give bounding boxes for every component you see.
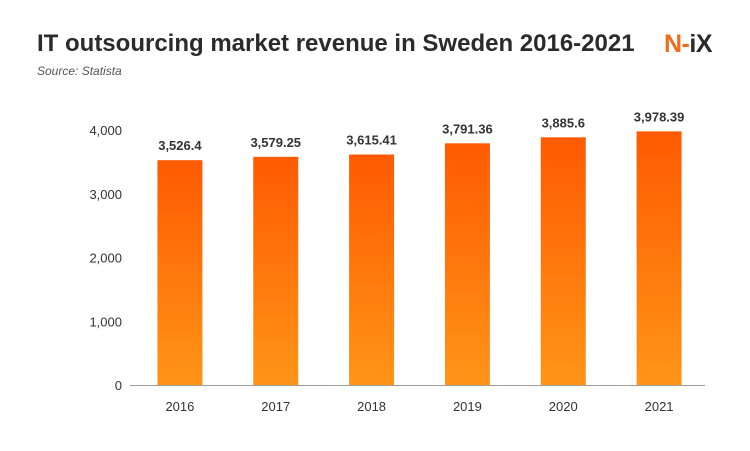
data-label: 3,526.4 [158, 138, 202, 153]
data-label: 3,615.41 [346, 133, 397, 148]
bar-2016 [157, 160, 203, 385]
bar-2017 [253, 156, 299, 385]
x-tick-label: 2018 [357, 399, 386, 414]
x-axis: 2016 2017 2018 2019 2020 2021 [165, 399, 673, 414]
y-tick-label: 2,000 [89, 251, 122, 266]
y-tick-label: 1,000 [89, 314, 122, 329]
x-tick-label: 2017 [261, 399, 290, 414]
logo-letters-ix: iX [689, 30, 712, 58]
logo-letter-n: N [663, 30, 682, 58]
bar-2019 [444, 143, 490, 385]
y-tick-label: 0 [115, 378, 122, 393]
chart-source: Source: Statista [37, 64, 122, 78]
bar-2021 [636, 131, 682, 385]
data-label: 3,885.6 [542, 115, 585, 130]
y-tick-label: 4,000 [89, 123, 122, 138]
bar-2018 [349, 154, 395, 385]
chart-header: IT outsourcing market revenue in Sweden … [0, 0, 750, 100]
x-tick-label: 2019 [453, 399, 482, 414]
x-tick-label: 2020 [549, 399, 578, 414]
y-tick-label: 3,000 [89, 187, 122, 202]
logo-dash: - [681, 30, 690, 58]
x-tick-label: 2016 [165, 399, 194, 414]
data-label: 3,978.39 [634, 109, 685, 124]
data-label: 3,579.25 [250, 135, 301, 150]
data-labels: 3,526.4 3,579.25 3,615.41 3,791.36 3,885.6 3,… [158, 109, 684, 153]
bar-2020 [540, 137, 586, 385]
x-tick-label: 2021 [645, 399, 674, 414]
brand-logo: N-iX [663, 30, 713, 59]
y-axis: 0 1,000 2,000 3,000 4,000 [89, 123, 122, 393]
chart-title: IT outsourcing market revenue in Sweden … [37, 30, 635, 57]
bar-series [157, 131, 682, 385]
data-label: 3,791.36 [442, 121, 493, 136]
